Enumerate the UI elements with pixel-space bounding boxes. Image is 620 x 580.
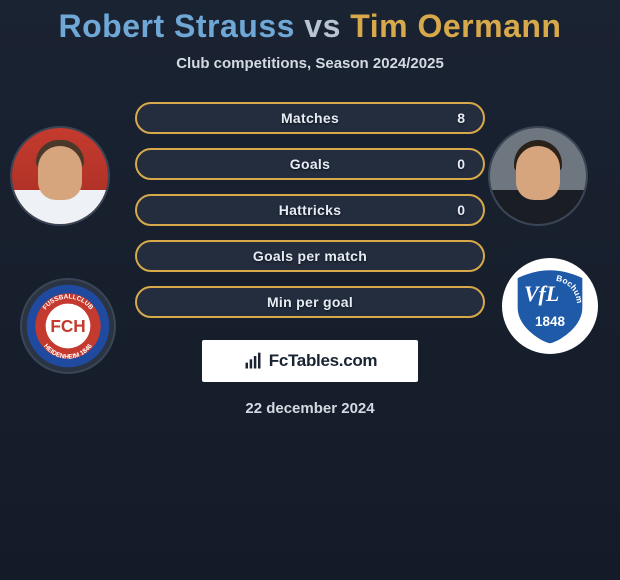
vfl-label: VfL	[524, 282, 559, 306]
stat-value-right: 0	[457, 156, 465, 172]
stat-label: Goals per match	[253, 248, 367, 264]
comparison-title: Robert Strauss vs Tim Oermann	[0, 0, 620, 45]
fctables-logo: FcTables.com	[202, 340, 418, 382]
player2-avatar	[488, 126, 588, 226]
svg-text:FUSSBALLCLUB: FUSSBALLCLUB	[42, 293, 95, 311]
date-text: 22 december 2024	[0, 400, 620, 417]
player1-club-badge: FCH FUSSBALLCLUB HEIDENHEIM 1846	[20, 278, 116, 374]
stat-label: Hattricks	[279, 202, 342, 218]
player1-avatar	[10, 126, 110, 226]
vs-text: vs	[304, 8, 341, 44]
stat-value-right: 0	[457, 202, 465, 218]
player2-name: Tim Oermann	[350, 8, 561, 44]
player2-club-badge: VfL Bochum 1848	[502, 258, 598, 354]
player1-name: Robert Strauss	[59, 8, 295, 44]
stat-label: Min per goal	[267, 294, 353, 310]
logo-text: FcTables.com	[269, 351, 378, 371]
stat-row: Min per goal	[135, 286, 485, 318]
chart-icon	[243, 351, 263, 371]
stat-value-right: 8	[457, 110, 465, 126]
svg-text:Bochum: Bochum	[555, 273, 585, 304]
vfl-year: 1848	[535, 314, 565, 329]
stat-row: Hattricks 0	[135, 194, 485, 226]
fch-label: FCH	[50, 316, 85, 336]
stat-label: Matches	[281, 110, 339, 126]
vfl-badge-icon: VfL Bochum 1848	[504, 260, 596, 352]
stat-row: Goals 0	[135, 148, 485, 180]
fch-badge-icon: FCH FUSSBALLCLUB HEIDENHEIM 1846	[22, 280, 114, 372]
subtitle: Club competitions, Season 2024/2025	[0, 55, 620, 72]
stat-bars: Matches 8 Goals 0 Hattricks 0 Goals per match M…	[135, 102, 485, 318]
svg-text:HEIDENHEIM 1846: HEIDENHEIM 1846	[42, 343, 94, 361]
stat-row: Matches 8	[135, 102, 485, 134]
stat-row: Goals per match	[135, 240, 485, 272]
stat-label: Goals	[290, 156, 330, 172]
